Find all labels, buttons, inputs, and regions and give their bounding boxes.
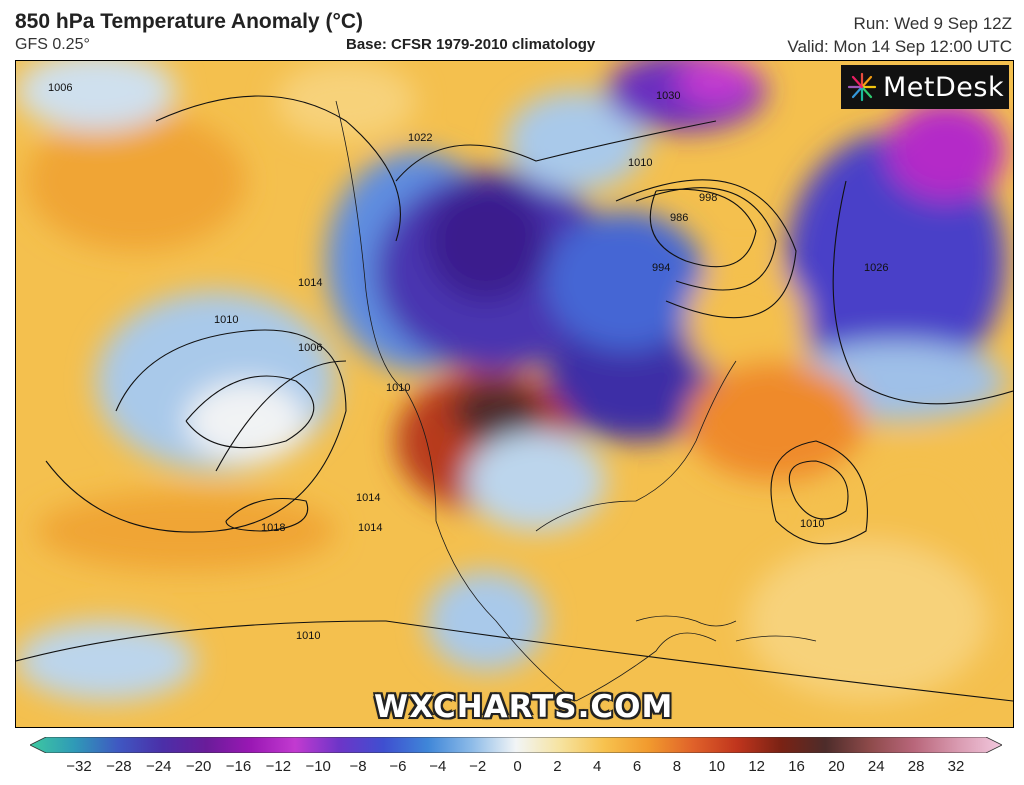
isobar-label: 1006: [48, 82, 72, 94]
watermark: WXCHARTS.COM: [374, 689, 674, 725]
chart-title: 850 hPa Temperature Anomaly (°C): [15, 10, 363, 33]
color-scale-tick-label: 2: [553, 758, 562, 775]
color-scale-tick-label: −12: [265, 758, 292, 775]
isobar-label: 1022: [408, 132, 432, 144]
isobar-label: 1030: [656, 90, 680, 102]
isobar-label: 1006: [298, 342, 322, 354]
metdesk-starburst-icon: [847, 72, 877, 102]
color-scale-tick-label: −8: [349, 758, 367, 775]
color-scale-tick-label: 0: [513, 758, 522, 775]
isobar-label: 1014: [298, 277, 322, 289]
color-scale-tick-label: 32: [947, 758, 965, 775]
isobar-label: 998: [699, 192, 717, 204]
color-scale-tick-label: −4: [429, 758, 447, 775]
color-scale-tick-label: 16: [788, 758, 805, 775]
color-scale-tick-label: −20: [185, 758, 212, 775]
isobar-label: 1010: [296, 630, 320, 642]
valid-time-label: Valid: Mon 14 Sep 12:00 UTC: [787, 37, 1012, 56]
color-scale-tick-label: 24: [867, 758, 885, 775]
climatology-base-label: Base: CFSR 1979-2010 climatology: [346, 36, 596, 53]
anomaly-map: 1006 1010 1014 1018 1010 1014 1006 1010 …: [15, 60, 1014, 728]
isobar-label: 1014: [358, 522, 382, 534]
color-scale-bar: [30, 737, 1002, 753]
color-scale-tick-label: 28: [907, 758, 925, 775]
isobar-label: 986: [670, 212, 688, 224]
color-scale-tick-label: 4: [593, 758, 602, 775]
color-scale-tick-label: 8: [672, 758, 682, 775]
isobar-label: 1010: [628, 157, 652, 169]
isobar-label: 1014: [356, 492, 380, 504]
color-scale-tick-label: 20: [828, 758, 845, 775]
color-scale-ticks: −32 −28 −24 −20 −16 −12 −10 −8 −6 −4 −2 0 2 4 6 8 10 12 16…: [0, 758, 1024, 780]
color-scale-tick-label: −2: [469, 758, 487, 775]
isobar-label: 1010: [386, 382, 410, 394]
isobar-label: 994: [652, 262, 670, 274]
color-scale-tick-label: −6: [389, 758, 407, 775]
color-scale-tick-label: −16: [225, 758, 252, 775]
run-time-label: Run: Wed 9 Sep 12Z: [853, 14, 1012, 33]
color-scale-tick-label: −24: [145, 758, 172, 775]
isobar-label: 1010: [800, 518, 824, 530]
isobar-label: 1010: [214, 314, 238, 326]
color-scale-tick-label: −28: [106, 758, 132, 775]
isobar-label: 1018: [261, 522, 285, 534]
color-scale-tick-label: 6: [632, 758, 642, 775]
color-scale-tick-label: 10: [708, 758, 726, 775]
isobar-label: 1026: [864, 262, 888, 274]
model-label: GFS 0.25°: [15, 36, 90, 53]
logo-text: MetDesk: [883, 71, 1005, 103]
color-scale-tick-label: −32: [66, 758, 92, 775]
map-canvas: 1006 1010 1014 1018 1010 1014 1006 1010 …: [16, 61, 1013, 727]
metdesk-logo: MetDesk: [841, 65, 1009, 109]
color-scale-tick-label: 12: [748, 758, 766, 775]
color-scale-tick-label: −10: [305, 758, 331, 775]
